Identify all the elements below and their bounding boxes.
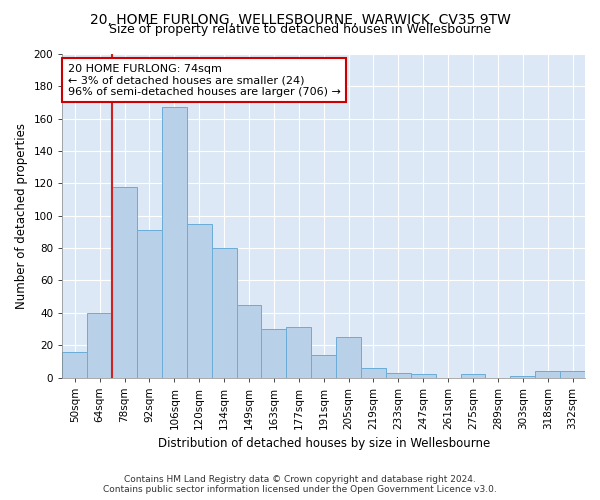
Bar bbox=[187, 224, 212, 378]
Bar bbox=[286, 328, 311, 378]
Bar bbox=[311, 355, 336, 378]
Bar bbox=[236, 304, 262, 378]
Y-axis label: Number of detached properties: Number of detached properties bbox=[15, 123, 28, 309]
Bar bbox=[386, 372, 411, 378]
Text: 20, HOME FURLONG, WELLESBOURNE, WARWICK, CV35 9TW: 20, HOME FURLONG, WELLESBOURNE, WARWICK,… bbox=[89, 12, 511, 26]
Text: 20 HOME FURLONG: 74sqm
← 3% of detached houses are smaller (24)
96% of semi-deta: 20 HOME FURLONG: 74sqm ← 3% of detached … bbox=[68, 64, 340, 97]
Text: Contains HM Land Registry data © Crown copyright and database right 2024.
Contai: Contains HM Land Registry data © Crown c… bbox=[103, 475, 497, 494]
Bar bbox=[411, 374, 436, 378]
Bar bbox=[212, 248, 236, 378]
Bar bbox=[461, 374, 485, 378]
Bar bbox=[112, 186, 137, 378]
Bar bbox=[511, 376, 535, 378]
X-axis label: Distribution of detached houses by size in Wellesbourne: Distribution of detached houses by size … bbox=[158, 437, 490, 450]
Text: Size of property relative to detached houses in Wellesbourne: Size of property relative to detached ho… bbox=[109, 22, 491, 36]
Bar bbox=[162, 108, 187, 378]
Bar bbox=[87, 313, 112, 378]
Bar bbox=[560, 371, 585, 378]
Bar bbox=[361, 368, 386, 378]
Bar bbox=[137, 230, 162, 378]
Bar bbox=[262, 329, 286, 378]
Bar bbox=[336, 337, 361, 378]
Bar bbox=[62, 352, 87, 378]
Bar bbox=[535, 371, 560, 378]
